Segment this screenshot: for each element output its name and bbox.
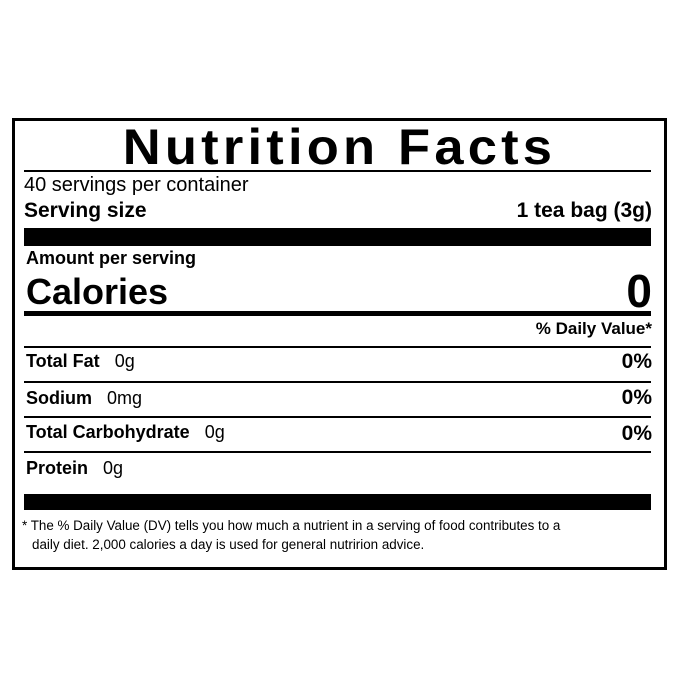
serving-size-label: Serving size (24, 199, 147, 222)
nutrition-label-frame (12, 118, 667, 570)
nutrient-dv: 0% (621, 386, 652, 409)
nutrient-label: Total Fat (26, 351, 100, 371)
divider (24, 346, 651, 348)
footnote-line-1: * The % Daily Value (DV) tells you how m… (22, 518, 561, 533)
nutrient-amount: 0g (204, 422, 225, 442)
nutrient-label: Total Carbohydrate (26, 422, 190, 442)
nutrient-label: Protein (26, 458, 89, 478)
divider (24, 451, 651, 453)
nutrient-row-total-fat: Total Fat 0g (26, 351, 135, 372)
nutrient-amount: 0g (103, 458, 124, 478)
calories-label: Calories (26, 271, 169, 312)
divider (24, 416, 651, 418)
nutrient-dv: 0% (621, 422, 652, 445)
thick-divider (24, 228, 651, 246)
thick-divider (24, 494, 651, 510)
amount-per-serving: Amount per serving (26, 248, 197, 268)
servings-per-container: 40 servings per container (24, 174, 249, 196)
nutrient-row-total-carbohydrate: Total Carbohydrate 0g (26, 422, 225, 443)
medium-divider (24, 311, 651, 316)
title: Nutrition Facts (122, 119, 557, 175)
serving-size-value: 1 tea bag (3g) (516, 199, 652, 222)
calories-value: 0 (626, 265, 652, 317)
nutrient-label: Sodium (26, 388, 92, 408)
nutrient-amount: 0mg (107, 388, 143, 408)
divider (24, 381, 651, 383)
footnote-line-2: daily diet. 2,000 calories a day is used… (32, 537, 425, 552)
daily-value-header: % Daily Value* (535, 319, 652, 338)
divider (24, 170, 651, 172)
nutrient-amount: 0g (114, 351, 135, 371)
nutrient-dv: 0% (621, 350, 652, 373)
nutrient-row-protein: Protein 0g (26, 458, 123, 479)
nutrient-row-sodium: Sodium 0mg (26, 388, 142, 409)
